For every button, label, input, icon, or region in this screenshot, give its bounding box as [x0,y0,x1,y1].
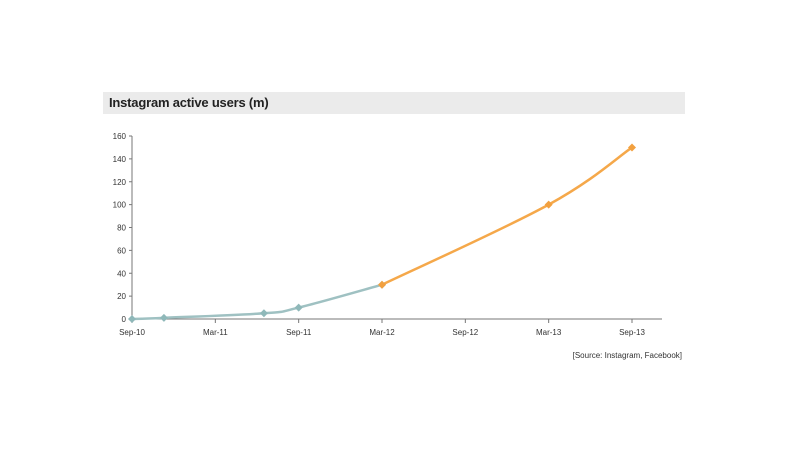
data-point-marker [294,303,303,312]
data-point-marker [259,309,268,318]
data-point-marker [628,143,636,152]
y-tick-label: 40 [117,269,126,278]
x-tick-label: Sep-11 [286,328,312,337]
source-note: [Source: Instagram, Facebook] [572,351,682,360]
y-tick-label: 20 [117,292,126,301]
y-tick-label: 100 [113,201,127,210]
chart-title: Instagram active users (m) [109,95,269,110]
x-tick-label: Sep-10 [119,328,145,337]
data-point-marker [128,315,136,323]
data-point-marker [544,200,553,209]
y-tick-label: 0 [122,315,127,324]
x-tick-label: Sep-13 [619,328,645,337]
chart-title-bar: Instagram active users (m) [103,92,685,114]
y-tick-label: 160 [113,132,127,141]
x-tick-label: Mar-12 [369,328,395,337]
data-point-marker [378,280,386,289]
y-tick-label: 120 [113,178,127,187]
series-line-0 [130,283,384,321]
y-tick-label: 60 [117,246,126,255]
x-tick-label: Sep-12 [452,328,478,337]
x-tick-label: Mar-11 [203,328,228,337]
series-line-1 [380,146,634,286]
y-tick-label: 140 [113,155,127,164]
x-tick-label: Mar-13 [536,328,562,337]
data-point-marker [159,313,168,322]
y-tick-label: 80 [117,224,126,233]
